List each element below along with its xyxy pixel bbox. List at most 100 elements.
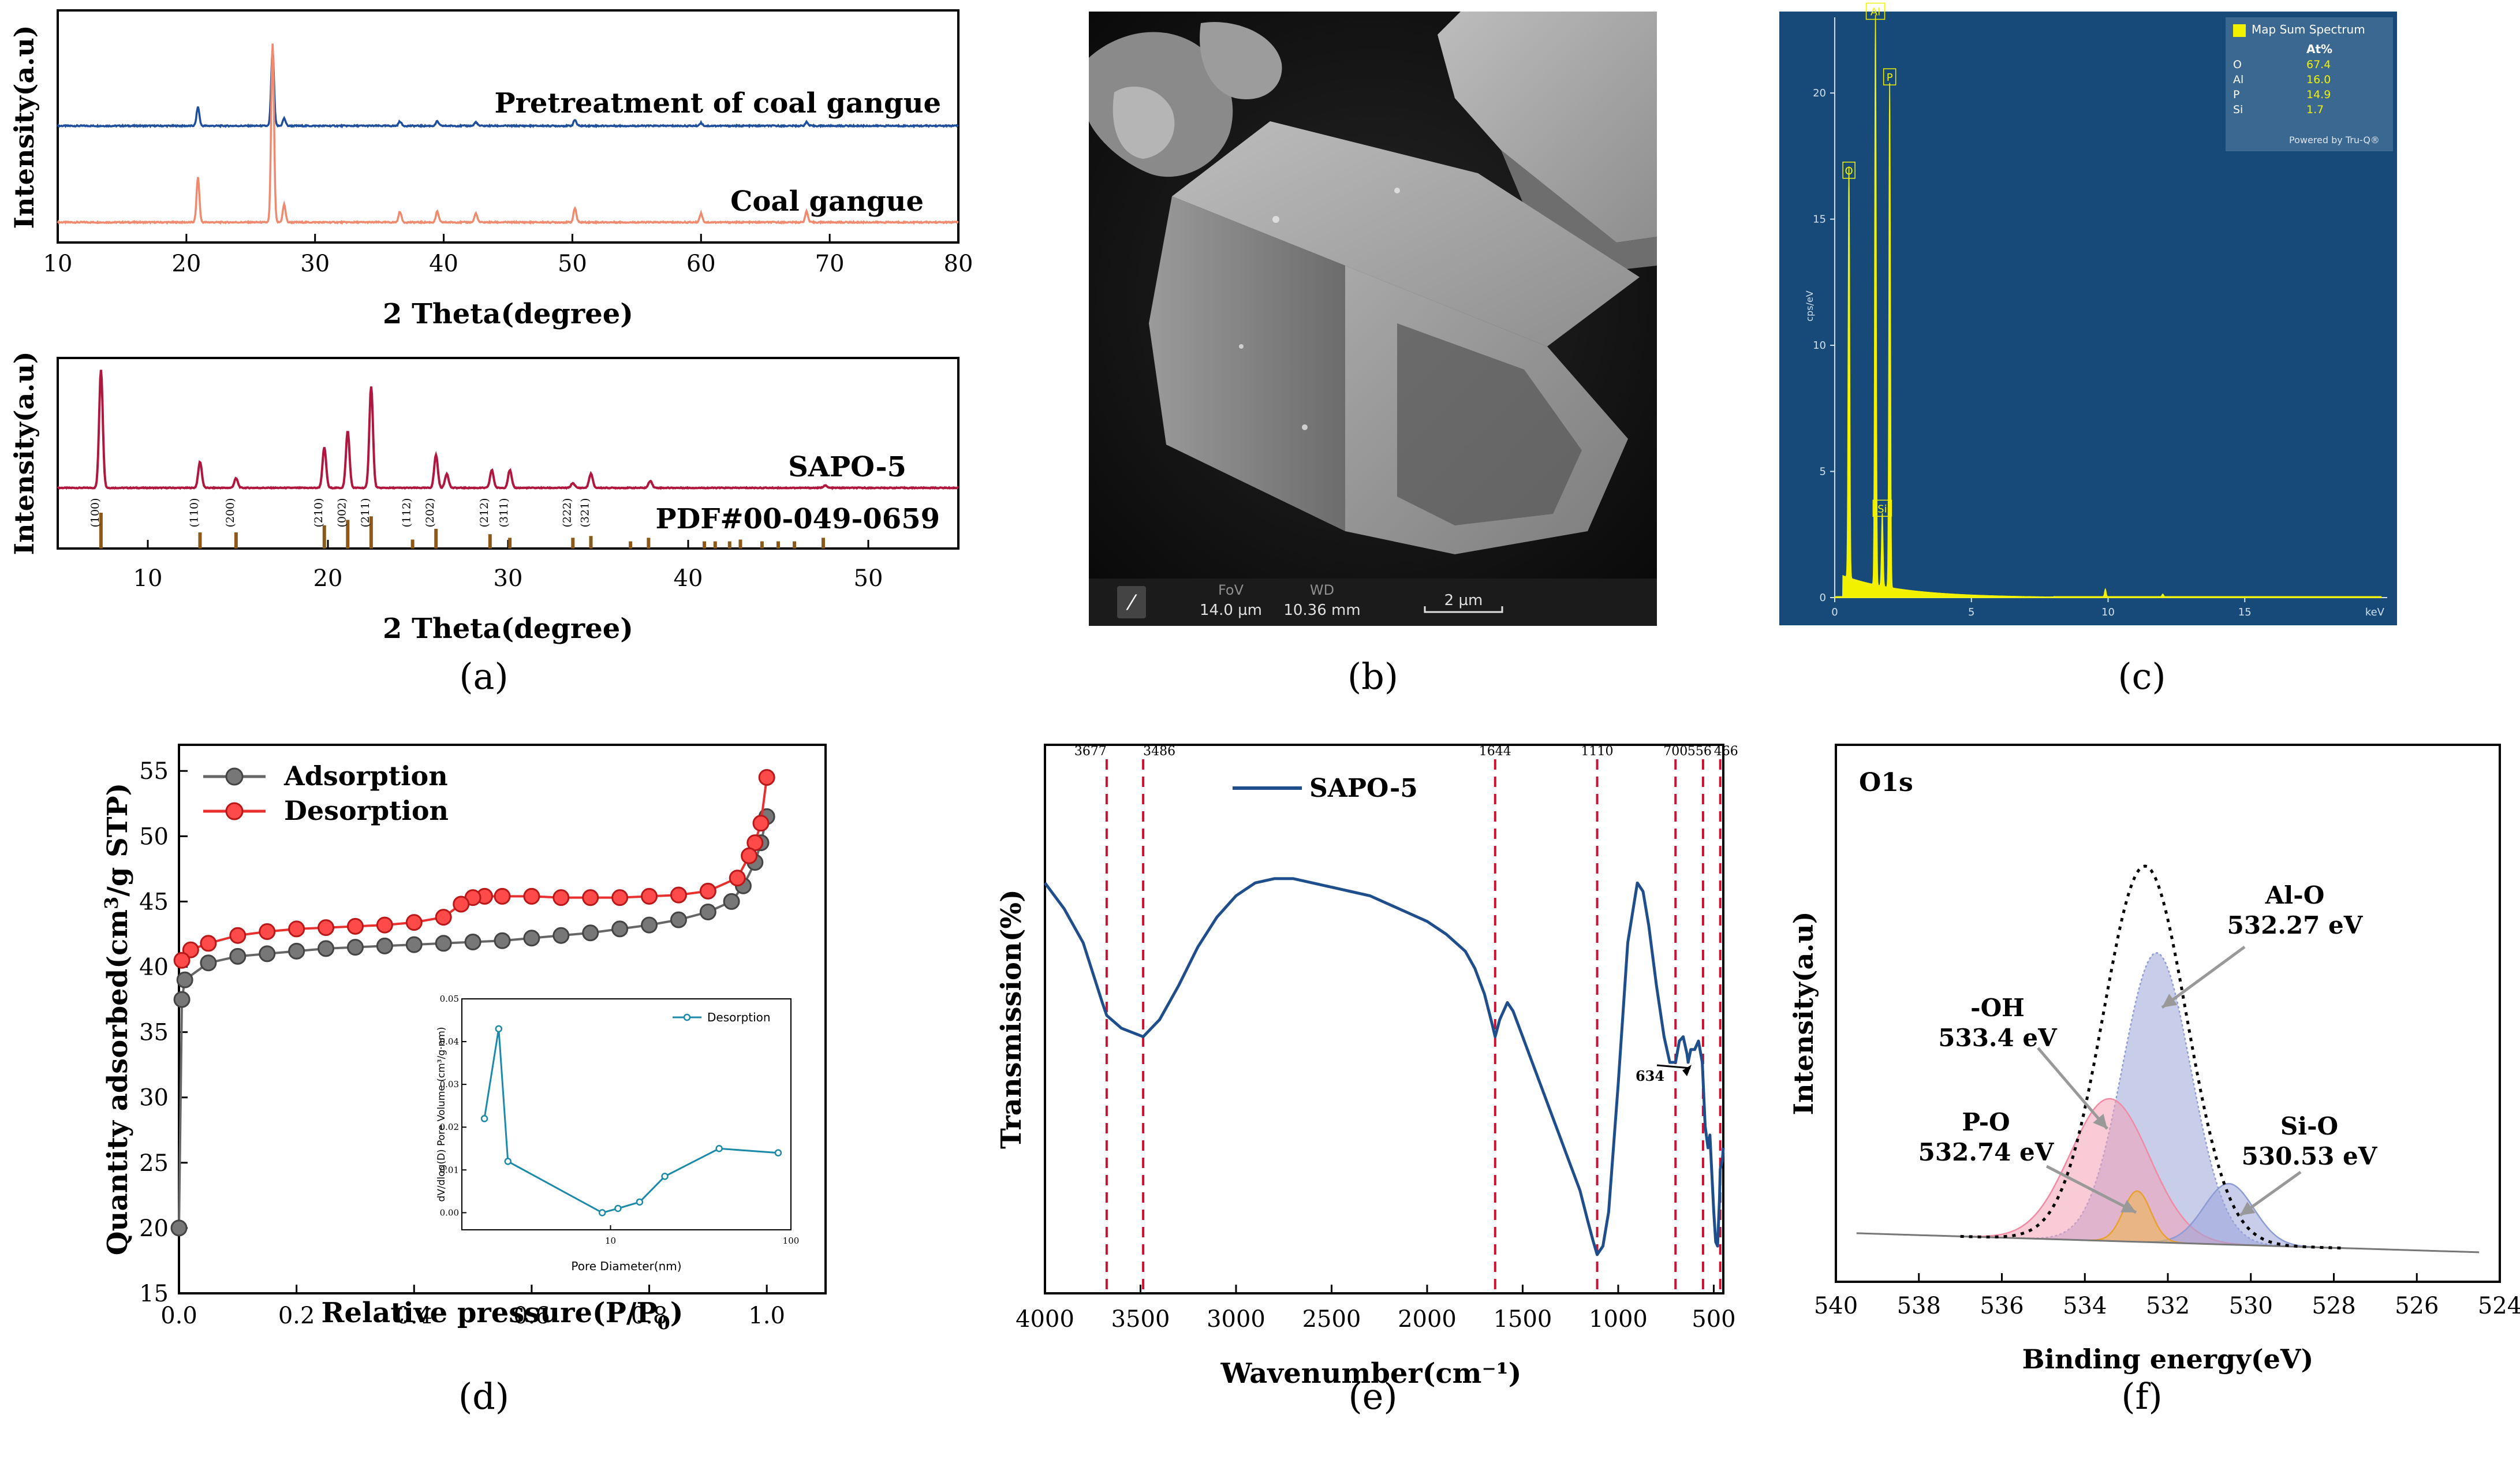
isotherm-desorption-point	[288, 920, 305, 938]
legend-desorption-marker	[225, 802, 244, 820]
inset-desorption-point	[636, 1198, 644, 1206]
isotherm-desorption-point	[670, 886, 687, 904]
ftir-spectrum	[1043, 877, 1725, 1256]
isotherm-adsorption-point	[435, 935, 452, 952]
ftir-reference-label: 1110	[1581, 744, 1614, 759]
xps-label-arrowhead	[2093, 1113, 2107, 1129]
isotherm-desorption-point	[318, 919, 335, 937]
ftir-x-tick-label: 1500	[1494, 1306, 1552, 1333]
xps-x-tick-label: 540	[1814, 1293, 1858, 1319]
isotherm-desorption-point	[729, 870, 746, 887]
isotherm-adsorption-point	[405, 936, 423, 953]
isotherm-adsorption-point	[699, 904, 716, 921]
sem-crystal-fragment	[1438, 12, 1657, 242]
ftir-reference-label: 1644	[1479, 744, 1511, 759]
ftir-x-tick-label: 1000	[1589, 1306, 1648, 1333]
isotherm-y-tick-label: 35	[139, 1020, 169, 1046]
xrd-bottom-x-tick-label: 30	[494, 565, 523, 592]
xrd-hkl-label: (212)	[478, 498, 491, 527]
xps-x-tick-label: 524	[2478, 1293, 2520, 1319]
inset-y-tick-label: 0.02	[440, 1122, 459, 1132]
isotherm-desorption-point	[405, 914, 423, 931]
xrd-top-x-tick-label: 20	[171, 251, 201, 277]
isotherm-desorption-point	[182, 941, 199, 958]
isotherm-x-tick-label: 0.6	[513, 1303, 550, 1329]
xps-component-alo-area	[1856, 953, 2480, 1252]
isotherm-desorption-point	[200, 935, 217, 952]
xrd-hkl-label: (202)	[424, 498, 436, 527]
sem-info-bar	[1089, 579, 1657, 626]
ftir-reference-label: 700	[1663, 744, 1688, 759]
xps-label-arrow	[2161, 945, 2246, 1009]
isotherm-adsorption-point	[176, 971, 193, 988]
xrd-bottom-x-tick-label: 40	[674, 565, 703, 592]
xps-component-po-area	[1856, 1191, 2480, 1252]
panel-label-c: (c)	[2118, 655, 2166, 697]
xps-x-axis-label: Binding energy(eV)	[2022, 1344, 2314, 1375]
eds-element-label: Al	[1871, 6, 1880, 18]
isotherm-x-tick-label: 0.0	[160, 1303, 197, 1329]
eds-element-label: Si	[1877, 503, 1887, 515]
inset-desorption-point	[598, 1209, 606, 1217]
inset-legend-label: Desorption	[707, 1010, 771, 1024]
xrd-hkl-label: (211)	[359, 498, 372, 527]
xrd-top-series-label-pretreated: Pretreatment of coal gangue	[494, 87, 941, 120]
eds-y-axis-label: cps/eV	[1804, 290, 1815, 322]
xrd-top-y-axis-label: Intensity(a.u)	[9, 25, 40, 229]
xrd-hkl-label: (321)	[579, 498, 592, 527]
xrd-hkl-label: (311)	[498, 498, 510, 527]
xrd-bottom-x-tick-label: 10	[133, 565, 163, 592]
xrd-top-x-tick-label: 30	[300, 251, 330, 277]
sem-particle	[1112, 87, 1175, 159]
inset-desorption-point	[495, 1025, 503, 1033]
eds-x-tick-label: 10	[2101, 606, 2115, 618]
isotherm-adsorption-point	[464, 934, 481, 951]
isotherm-adsorption-point	[173, 991, 191, 1008]
sem-crystal-hollow-end	[1397, 323, 1582, 525]
panel-label-d: (d)	[458, 1375, 509, 1417]
eds-x-tick-label: 5	[1968, 606, 1974, 618]
xps-x-tick-label: 536	[1980, 1293, 2024, 1319]
inset-y-tick-label: 0.04	[440, 1036, 459, 1047]
panel-label-a: (a)	[459, 655, 508, 697]
inset-desorption-point	[504, 1158, 512, 1165]
ftir-x-axis-label: Wavenumber(cm⁻¹)	[1220, 1357, 1521, 1390]
eds-y-tick-label: 0	[1820, 592, 1826, 604]
isotherm-y-tick-label: 55	[139, 758, 169, 785]
isotherm-x-axis-label: Relative pressure(P/P0)	[322, 1297, 684, 1334]
xrd-top-x-tick-label: 40	[429, 251, 458, 277]
eds-x-tick-label: 15	[2238, 606, 2252, 618]
sem-scale-bar	[1424, 606, 1503, 613]
inset-desorption-point	[614, 1204, 622, 1212]
isotherm-desorption-point	[752, 815, 770, 832]
inset-desorption-point	[480, 1115, 488, 1122]
panel-label-e: (e)	[1348, 1375, 1397, 1417]
ftir-x-tick-label: 500	[1692, 1306, 1735, 1333]
xrd-top-x-axis-label: 2 Theta(degree)	[383, 298, 633, 330]
inset-desorption-point	[715, 1145, 723, 1152]
eds-table-element: O	[2233, 58, 2242, 71]
xrd-hkl-label: (200)	[224, 498, 237, 527]
isotherm-desorption-point	[173, 952, 191, 969]
xrd-sapo5-label: SAPO-5	[788, 451, 906, 483]
panel-d-isotherm: 0.0 0.2 0.4 0.6 0.8 1.0 15 20 25 30 35 40 45 50 55 Rel…	[100, 744, 827, 1334]
xrd-top-series-label-coal: Coal gangue	[730, 185, 924, 218]
eds-table-value: 1.7	[2306, 103, 2324, 116]
xrd-bottom-x-axis-label: 2 Theta(degree)	[383, 613, 633, 645]
eds-table-element: P	[2233, 88, 2239, 101]
sem-wd-label: WD	[1310, 582, 1334, 598]
panel-a-xrd: 10 20 30 40 50 60 70 80 2 Theta(degree) Intensi…	[9, 9, 973, 645]
isotherm-adsorption-point	[723, 893, 740, 910]
xrd-hkl-label: (100)	[89, 498, 102, 527]
legend-adsorption-label: Adsorption	[283, 760, 448, 792]
inset-desorption-point	[774, 1149, 782, 1156]
eds-legend-swatch	[2233, 24, 2246, 37]
isotherm-adsorption-point	[376, 937, 393, 954]
xrd-bottom-x-tick-label: 50	[854, 565, 883, 592]
ftir-reference-label: 556	[1688, 744, 1712, 759]
xrd-sapo5-pattern	[57, 370, 960, 490]
ftir-legend-label: SAPO-5	[1309, 774, 1418, 803]
isotherm-adsorption-point	[318, 940, 335, 957]
xps-label-arrow	[2045, 1165, 2137, 1214]
